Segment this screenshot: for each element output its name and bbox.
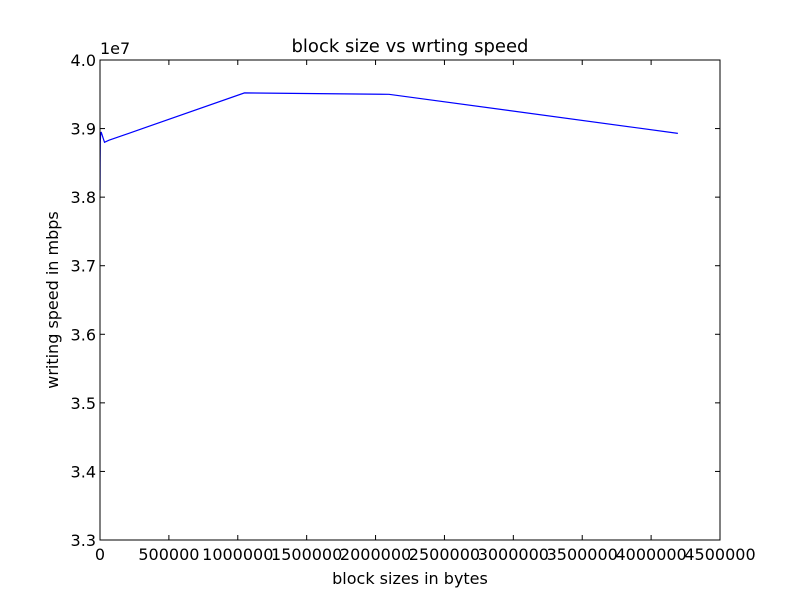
y-offset-label: 1e7 — [100, 39, 130, 58]
x-tick-label: 500000 — [138, 545, 199, 564]
x-tick-label: 2500000 — [409, 545, 480, 564]
y-tick-label: 3.6 — [71, 325, 96, 344]
chart-title: block size vs wrting speed — [292, 36, 529, 57]
x-tick-label: 3000000 — [478, 545, 549, 564]
y-tick-label: 4.0 — [71, 51, 96, 70]
y-tick-label: 3.9 — [71, 120, 96, 139]
y-tick-label: 3.7 — [71, 257, 96, 276]
x-tick-label: 0 — [95, 545, 105, 564]
series-layer — [99, 92, 678, 191]
y-tick-label: 3.5 — [71, 394, 96, 413]
y-tick-label: 3.4 — [71, 462, 96, 481]
y-axis-ticks: 3.3 3.4 3.5 3.6 3.7 3.8 3.9 4.0 — [71, 51, 720, 550]
x-tick-label: 2000000 — [340, 545, 411, 564]
x-tick-label: 4500000 — [684, 545, 755, 564]
series-line — [99, 92, 678, 191]
x-tick-label: 1500000 — [271, 545, 342, 564]
y-axis-label: writing speed in mbps — [43, 211, 62, 389]
x-tick-label: 1000000 — [202, 545, 273, 564]
x-tick-label: 3500000 — [547, 545, 618, 564]
x-axis-label: block sizes in bytes — [332, 569, 488, 588]
x-tick-label: 4000000 — [615, 545, 686, 564]
x-axis-ticks: 0 500000 100000015000002000000250000030000… — [95, 60, 756, 564]
y-tick-label: 3.3 — [71, 531, 96, 550]
y-tick-label: 3.8 — [71, 188, 96, 207]
plot-frame — [99, 59, 721, 541]
